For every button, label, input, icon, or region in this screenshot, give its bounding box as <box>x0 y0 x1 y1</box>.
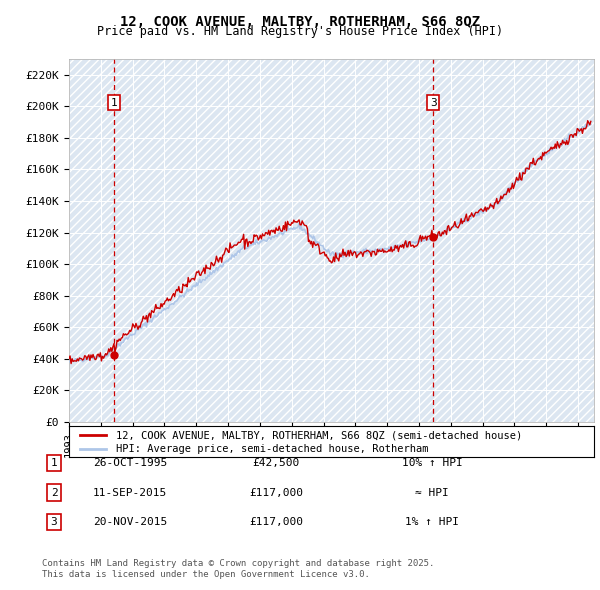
Text: HPI: Average price, semi-detached house, Rotherham: HPI: Average price, semi-detached house,… <box>116 444 429 454</box>
Text: 12, COOK AVENUE, MALTBY, ROTHERHAM, S66 8QZ (semi-detached house): 12, COOK AVENUE, MALTBY, ROTHERHAM, S66 … <box>116 430 523 440</box>
Text: £42,500: £42,500 <box>253 458 299 468</box>
Text: 1: 1 <box>50 458 58 468</box>
Text: ≈ HPI: ≈ HPI <box>415 488 449 497</box>
Text: Contains HM Land Registry data © Crown copyright and database right 2025.: Contains HM Land Registry data © Crown c… <box>42 559 434 568</box>
Text: 3: 3 <box>50 517 58 527</box>
Text: £117,000: £117,000 <box>249 488 303 497</box>
Text: 3: 3 <box>430 97 437 107</box>
Text: £117,000: £117,000 <box>249 517 303 527</box>
Text: 2: 2 <box>50 488 58 497</box>
Text: 11-SEP-2015: 11-SEP-2015 <box>93 488 167 497</box>
Text: 1% ↑ HPI: 1% ↑ HPI <box>405 517 459 527</box>
Text: 20-NOV-2015: 20-NOV-2015 <box>93 517 167 527</box>
Text: This data is licensed under the Open Government Licence v3.0.: This data is licensed under the Open Gov… <box>42 571 370 579</box>
Text: 26-OCT-1995: 26-OCT-1995 <box>93 458 167 468</box>
Text: 10% ↑ HPI: 10% ↑ HPI <box>401 458 463 468</box>
Text: 1: 1 <box>110 97 117 107</box>
Text: 12, COOK AVENUE, MALTBY, ROTHERHAM, S66 8QZ: 12, COOK AVENUE, MALTBY, ROTHERHAM, S66 … <box>120 15 480 29</box>
Text: Price paid vs. HM Land Registry's House Price Index (HPI): Price paid vs. HM Land Registry's House … <box>97 25 503 38</box>
